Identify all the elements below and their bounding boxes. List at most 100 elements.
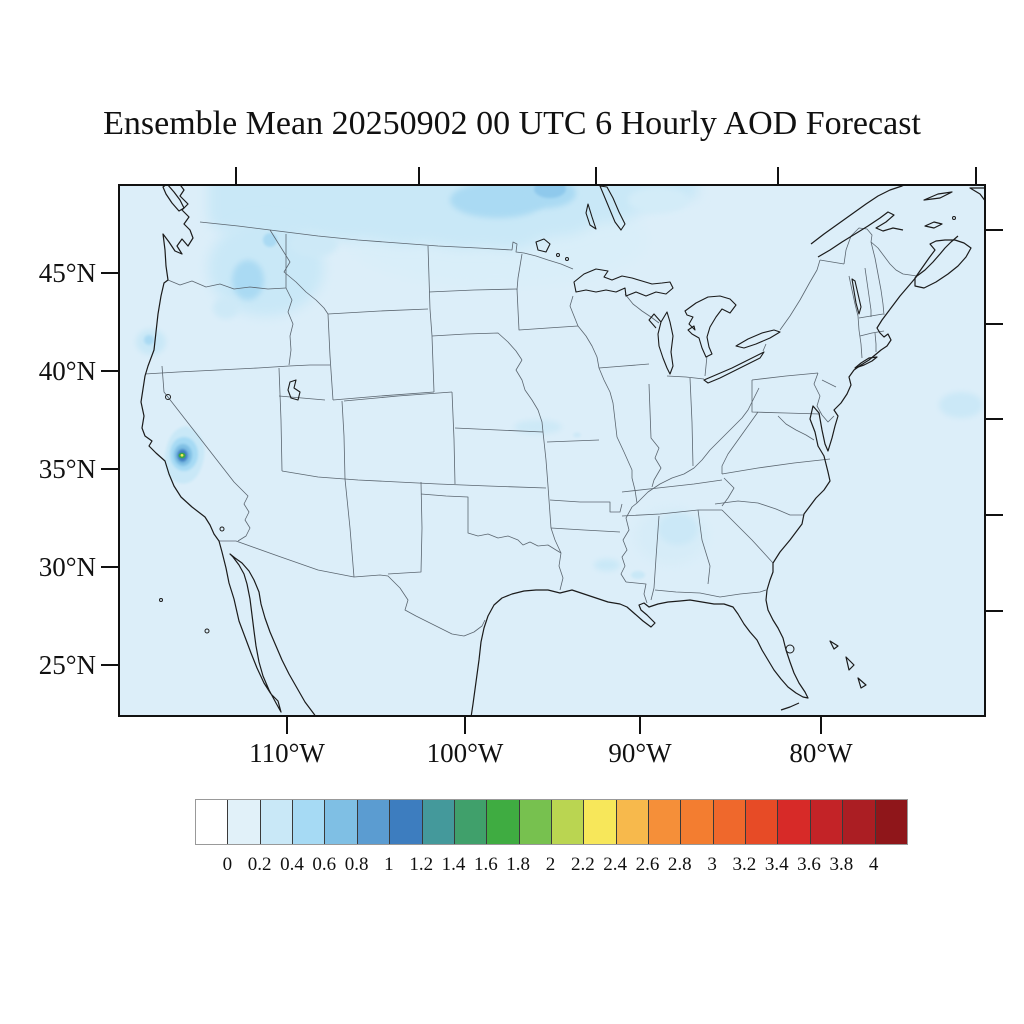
state-border-line	[278, 395, 326, 401]
coastline	[810, 184, 909, 245]
state-border-line	[332, 391, 435, 401]
colorbar-cell-15	[681, 800, 714, 844]
colorbar-tick-label: 4	[868, 854, 879, 875]
lat-tick-right	[986, 229, 1003, 231]
coastline	[923, 191, 953, 201]
colorbar-tick-label: 3.8	[829, 854, 854, 875]
state-border-line	[650, 515, 660, 601]
colorbar-tick-label: 3	[707, 854, 717, 875]
colorbar-tick-label: 2.2	[570, 854, 595, 875]
lake-outline	[684, 295, 737, 358]
colorbar-cell-7	[422, 800, 455, 844]
state-border-line	[343, 391, 453, 402]
colorbar-tick-label: 1.4	[441, 854, 466, 875]
colorbar-cell-14	[649, 800, 682, 844]
coastline	[916, 235, 959, 277]
state-border-line	[648, 383, 662, 488]
lat-tick-left	[101, 566, 118, 568]
colorbar-tick-label: 3.2	[732, 854, 757, 875]
aod-hotspot-california	[164, 426, 205, 484]
state-border-line	[269, 229, 329, 315]
state-border-line	[144, 364, 330, 375]
state-borders	[144, 221, 918, 637]
lat-tick-right	[986, 610, 1003, 612]
state-border-line	[569, 295, 638, 583]
us-map-svg	[118, 184, 986, 717]
colorbar-cell-4	[325, 800, 358, 844]
colorbar-cell-17	[746, 800, 779, 844]
colorbar-cell-1	[228, 800, 261, 844]
lon-tick-top	[595, 167, 597, 184]
state-border-line	[821, 379, 837, 388]
state-border-line	[689, 377, 694, 467]
state-border-line	[859, 330, 885, 337]
lon-tick-bottom	[464, 717, 466, 734]
colorbar-cell-10	[519, 800, 552, 844]
lon-tick-top	[235, 167, 237, 184]
lon-tick-bottom	[820, 717, 822, 734]
colorbar-tick-label: 0	[222, 854, 233, 875]
colorbar-cell-18	[778, 800, 811, 844]
state-border-line	[278, 367, 283, 472]
colorbar-cell-2	[260, 800, 294, 844]
state-border-line	[779, 259, 821, 331]
state-border-line	[654, 589, 767, 598]
colorbar-tick-label: 3.4	[764, 854, 789, 875]
small-lake-island	[785, 644, 795, 654]
lon-tick-bottom	[286, 717, 288, 734]
lat-axis-label: 30°N	[38, 552, 96, 582]
state-border-line	[428, 288, 518, 293]
colorbar-cell-21	[875, 800, 907, 844]
state-border-line	[327, 308, 429, 315]
state-border-line	[870, 241, 918, 277]
state-border-line	[344, 478, 355, 578]
colorbar-cell-5	[357, 800, 391, 844]
lon-tick-top	[777, 167, 779, 184]
lon-axis-label: 110°W	[249, 738, 325, 768]
lat-axis-label: 45°N	[38, 258, 96, 288]
state-border-line	[515, 359, 552, 529]
state-border-line	[167, 279, 287, 290]
state-border-line	[858, 313, 884, 319]
colorbar-cell-12	[584, 800, 617, 844]
small-lake-island	[219, 526, 225, 532]
state-border-line	[721, 458, 831, 475]
colorbar-cell-8	[454, 800, 488, 844]
state-border-line	[843, 227, 873, 265]
state-border-line	[454, 427, 544, 433]
lake-outline	[735, 329, 781, 349]
colorbar-tick-label: 1.6	[473, 854, 498, 875]
state-border-line	[598, 363, 650, 369]
colorbar-cell-19	[810, 800, 844, 844]
colorbar-cell-9	[487, 800, 520, 844]
coastline	[829, 640, 839, 650]
state-border-line	[636, 387, 760, 504]
coastline	[845, 656, 855, 671]
coastline	[162, 184, 185, 212]
small-lake-island	[556, 253, 560, 257]
colorbar-tick-label: 2.6	[635, 854, 660, 875]
coastline	[140, 184, 317, 717]
lake-outline	[573, 268, 674, 297]
state-border-line	[625, 581, 648, 604]
coastline	[924, 221, 943, 229]
state-border-line	[219, 540, 486, 637]
state-border-line	[813, 372, 835, 423]
lake-outline	[599, 185, 626, 231]
state-border-line	[870, 241, 885, 316]
state-border-line	[697, 509, 711, 585]
coastline	[780, 702, 800, 711]
state-border-line	[864, 267, 872, 317]
lat-tick-left	[101, 664, 118, 666]
state-border-line	[199, 221, 574, 270]
colorbar-cell-6	[390, 800, 423, 844]
state-border-line	[550, 527, 621, 533]
coastlines	[140, 184, 986, 717]
colorbar-tick-label: 0.4	[280, 854, 304, 875]
colorbar-tick-label: 1	[384, 854, 394, 875]
state-border-line	[762, 343, 767, 352]
colorbar-cell-16	[713, 800, 747, 844]
coastline	[470, 275, 918, 717]
lat-tick-right	[986, 514, 1003, 516]
